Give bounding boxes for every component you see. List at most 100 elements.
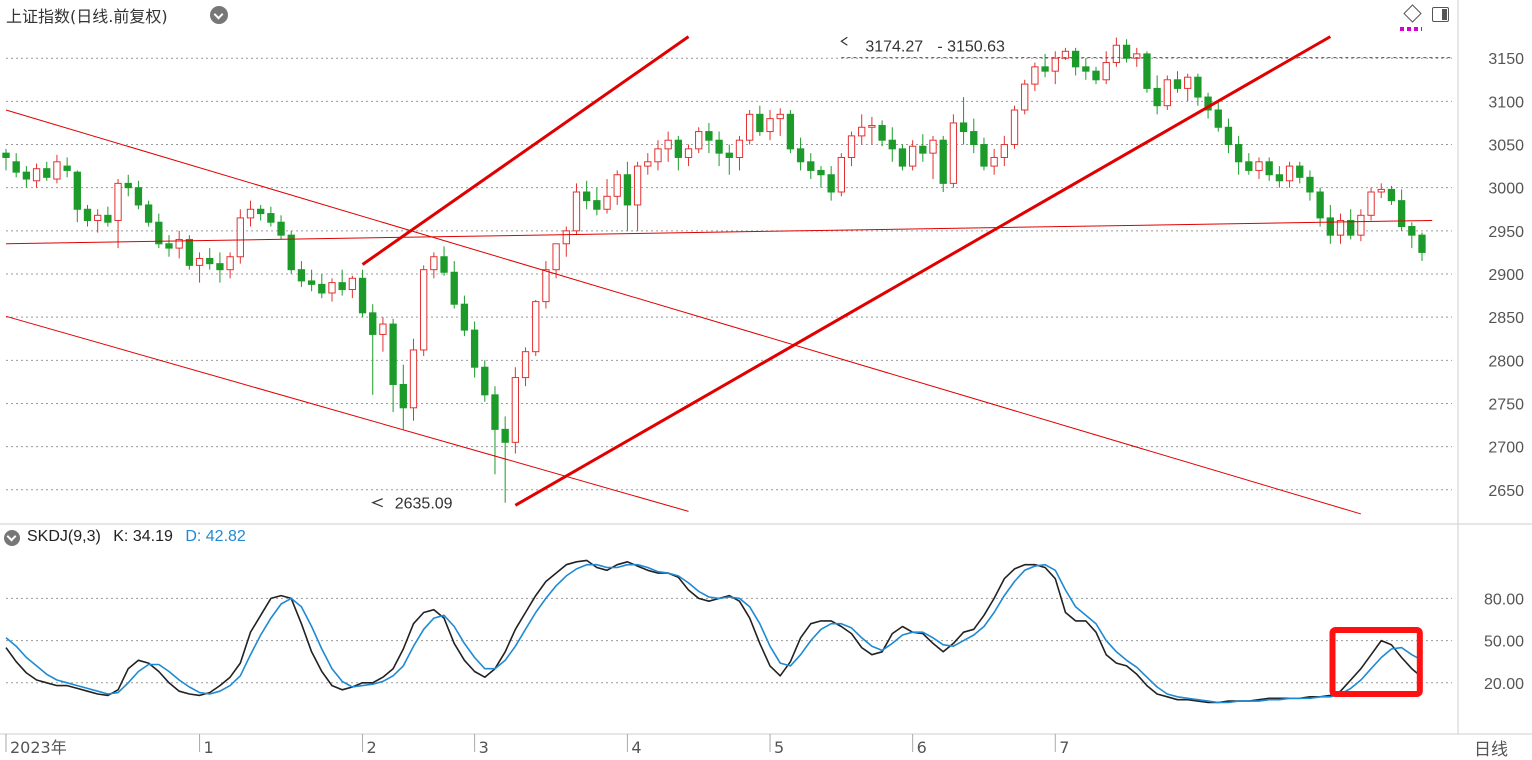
candle[interactable] xyxy=(1224,118,1233,154)
candle[interactable] xyxy=(1010,105,1019,149)
candle[interactable] xyxy=(53,154,61,184)
candle[interactable] xyxy=(1122,39,1131,63)
candle[interactable] xyxy=(1418,232,1426,262)
candle[interactable] xyxy=(1347,209,1355,240)
candle[interactable] xyxy=(297,261,306,287)
candle[interactable] xyxy=(837,153,845,197)
candle[interactable] xyxy=(1296,161,1304,184)
candle[interactable] xyxy=(155,213,163,249)
candle[interactable] xyxy=(1326,204,1334,244)
candle[interactable] xyxy=(206,248,214,270)
candle[interactable] xyxy=(715,131,723,167)
candle[interactable] xyxy=(2,148,10,171)
candle[interactable] xyxy=(1367,187,1375,221)
trendline[interactable] xyxy=(5,219,1433,245)
candle[interactable] xyxy=(43,161,51,181)
candle[interactable] xyxy=(745,110,754,145)
candle[interactable] xyxy=(307,269,316,292)
candle[interactable] xyxy=(684,144,693,167)
candle[interactable] xyxy=(532,299,540,356)
trendline[interactable] xyxy=(5,315,689,512)
candle[interactable] xyxy=(766,110,774,141)
candle[interactable] xyxy=(1092,66,1100,85)
candle[interactable] xyxy=(674,135,683,171)
candle[interactable] xyxy=(990,148,998,175)
candle[interactable] xyxy=(1000,135,1008,167)
candle[interactable] xyxy=(1163,75,1171,110)
candle[interactable] xyxy=(878,120,886,147)
candle[interactable] xyxy=(908,140,917,171)
candle[interactable] xyxy=(572,183,581,236)
candle[interactable] xyxy=(134,180,143,210)
candle[interactable] xyxy=(705,122,713,154)
candle[interactable] xyxy=(521,347,530,387)
candle[interactable] xyxy=(695,127,703,154)
candle[interactable] xyxy=(1021,79,1029,115)
candle[interactable] xyxy=(1357,209,1365,242)
candle[interactable] xyxy=(1184,73,1192,102)
candle[interactable] xyxy=(165,235,173,257)
candle[interactable] xyxy=(603,179,611,214)
candle[interactable] xyxy=(827,166,835,201)
candle[interactable] xyxy=(369,304,377,395)
candle[interactable] xyxy=(949,114,958,188)
candle[interactable] xyxy=(481,360,489,402)
candle[interactable] xyxy=(420,265,428,356)
candle[interactable] xyxy=(868,116,876,145)
candle[interactable] xyxy=(1255,157,1263,180)
indicator-menu-chevron-icon[interactable] xyxy=(4,530,20,546)
candle[interactable] xyxy=(552,243,560,279)
candle[interactable] xyxy=(786,110,795,154)
candle[interactable] xyxy=(267,206,275,227)
candle[interactable] xyxy=(929,135,937,180)
candle[interactable] xyxy=(1082,58,1090,80)
candle[interactable] xyxy=(338,269,346,296)
candle[interactable] xyxy=(1071,47,1080,76)
candle[interactable] xyxy=(328,278,336,302)
candle[interactable] xyxy=(83,204,92,227)
candle[interactable] xyxy=(358,269,367,318)
candle[interactable] xyxy=(22,166,31,188)
candle[interactable] xyxy=(450,261,458,309)
candle[interactable] xyxy=(1194,73,1202,106)
trendline[interactable] xyxy=(514,35,1332,507)
candle[interactable] xyxy=(593,187,601,216)
candle[interactable] xyxy=(1102,51,1110,85)
candlestick-series[interactable] xyxy=(2,37,1426,503)
trendline[interactable] xyxy=(361,35,690,266)
candle[interactable] xyxy=(542,261,550,309)
candle[interactable] xyxy=(1214,101,1222,132)
candle[interactable] xyxy=(1173,71,1182,93)
candle[interactable] xyxy=(980,137,988,171)
candle[interactable] xyxy=(1031,62,1039,92)
candle[interactable] xyxy=(735,135,744,171)
candle[interactable] xyxy=(817,166,825,188)
candle[interactable] xyxy=(236,209,244,264)
candle[interactable] xyxy=(318,274,326,299)
candle[interactable] xyxy=(1143,51,1151,93)
period-label[interactable]: 日线 xyxy=(1474,740,1508,760)
candle[interactable] xyxy=(114,179,122,249)
candle[interactable] xyxy=(654,140,662,171)
chevron-down-icon[interactable] xyxy=(210,6,228,24)
candle[interactable] xyxy=(399,364,407,430)
panel-toggle-icon[interactable] xyxy=(1432,7,1449,22)
candle[interactable] xyxy=(12,153,20,178)
candle[interactable] xyxy=(1306,170,1314,201)
candle[interactable] xyxy=(847,131,856,167)
candle[interactable] xyxy=(104,206,112,227)
candle[interactable] xyxy=(73,170,81,223)
candle[interactable] xyxy=(796,137,805,171)
candle[interactable] xyxy=(1397,189,1406,231)
candle[interactable] xyxy=(389,318,397,413)
candle[interactable] xyxy=(287,230,295,274)
candle[interactable] xyxy=(470,321,479,378)
candle[interactable] xyxy=(898,144,907,171)
candle[interactable] xyxy=(1336,213,1345,244)
trendline[interactable] xyxy=(5,109,1362,515)
candle[interactable] xyxy=(124,174,132,197)
candle[interactable] xyxy=(1275,166,1284,188)
candle[interactable] xyxy=(664,131,672,162)
candle[interactable] xyxy=(633,161,642,231)
candle[interactable] xyxy=(226,252,234,279)
